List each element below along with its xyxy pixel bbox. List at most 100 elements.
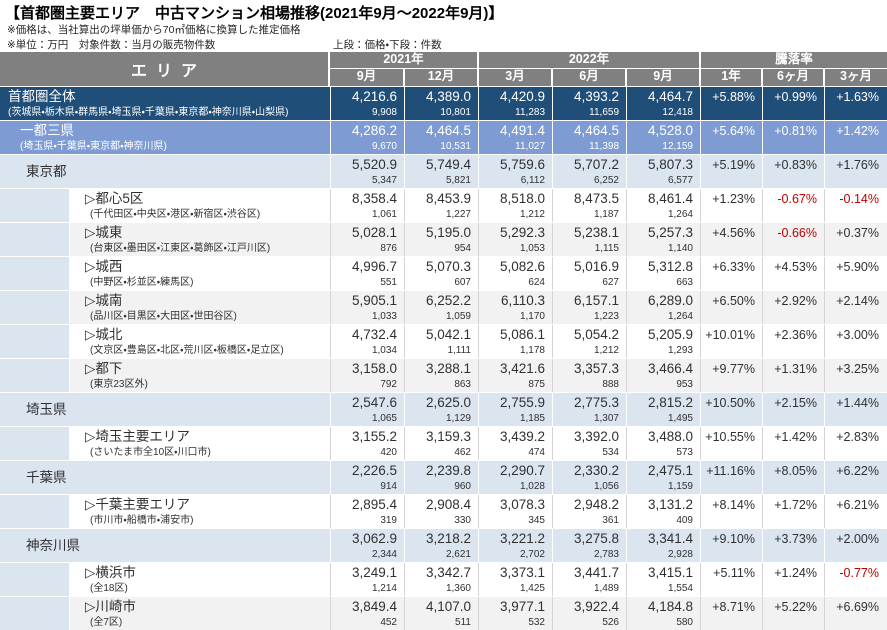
count-value: 663 (676, 277, 693, 288)
area-cell: ▷千葉主要エリア (市川市・船橋市・浦安市) (0, 495, 330, 528)
table-row: ▷都心5区 (千代田区・中央区・港区・新宿区・渋谷区) 8,358.4 1,061 8,… (0, 188, 887, 222)
price-value: 3,849.4 (351, 599, 397, 614)
count-value: 1,170 (519, 311, 545, 322)
month-cell: 5,054.2 1,212 (552, 325, 626, 358)
area-label: ▷城西 (中野区・杉並区・練馬区) (70, 257, 330, 290)
price-value: 2,908.4 (425, 497, 471, 512)
count-value: 1,140 (667, 243, 693, 254)
count-value: 462 (454, 447, 471, 458)
month-cell: 6,289.0 1,264 (626, 291, 700, 324)
table-row: ▷都下 (東京23区外) 3,158.0 792 3,288.1 863 3,421.6 87… (0, 358, 887, 392)
area-name: ▷千葉主要エリア (85, 497, 190, 512)
month-cell: 5,028.1 876 (330, 223, 404, 256)
area-label: 埼玉県 (0, 393, 330, 426)
rate-value: +4.53% (762, 257, 824, 290)
rate-value: +5.90% (824, 257, 886, 290)
price-value: 5,749.4 (425, 157, 471, 172)
price-value: 5,759.6 (499, 157, 545, 172)
price-value: 3,062.9 (351, 531, 397, 546)
count-value: 1,223 (593, 311, 619, 322)
area-name: ▷埼玉主要エリア (85, 429, 190, 444)
count-value: 2,928 (667, 549, 693, 560)
month-cell: 5,195.0 954 (404, 223, 478, 256)
column-header-rate-1y: 1年 (701, 69, 763, 86)
prefecture-band (0, 291, 70, 324)
count-value: 627 (602, 277, 619, 288)
month-cell: 2,239.8 960 (404, 461, 478, 494)
count-value: 914 (380, 481, 397, 492)
count-value: 624 (528, 277, 545, 288)
price-value: 2,330.2 (573, 463, 619, 478)
price-value: 3,155.2 (351, 429, 397, 444)
note-row-legend: 上段：価格・下段：件数 (333, 39, 442, 51)
area-name: ▷都下 (85, 361, 123, 376)
price-value: 5,082.6 (499, 259, 545, 274)
year-group-2021: 2021年 (330, 52, 479, 69)
count-value: 1,360 (445, 583, 471, 594)
rate-value: +2.83% (824, 427, 886, 460)
count-value: 10,531 (440, 141, 471, 152)
rate-value: +1.23% (700, 189, 762, 222)
rate-value: +2.92% (762, 291, 824, 324)
month-cell: 3,249.1 1,214 (330, 563, 404, 596)
count-value: 1,227 (445, 209, 471, 220)
rate-value: +9.77% (700, 359, 762, 392)
count-value: 1,185 (519, 413, 545, 424)
rate-value: +10.55% (700, 427, 762, 460)
table-row: ▷千葉主要エリア (市川市・船橋市・浦安市) 2,895.4 319 2,908.4 33… (0, 494, 887, 528)
area-name: 埼玉県 (26, 402, 67, 417)
month-cell: 3,415.1 1,554 (626, 563, 700, 596)
count-value: 1,053 (519, 243, 545, 254)
rate-value: +4.56% (700, 223, 762, 256)
column-header-rate-6m: 6ヶ月 (763, 69, 825, 86)
rate-value: +0.81% (762, 121, 824, 154)
price-value: 3,421.6 (499, 361, 545, 376)
table-row: 神奈川県 3,062.9 2,344 3,218.2 2,621 3,221.2 2,702… (0, 528, 887, 562)
price-value: 5,195.0 (425, 225, 471, 240)
price-value: 6,157.1 (573, 293, 619, 308)
price-value: 8,461.4 (647, 191, 693, 206)
area-name: 千葉県 (26, 470, 67, 485)
area-name: ▷都心5区 (85, 191, 144, 206)
month-cell: 3,466.4 953 (626, 359, 700, 392)
area-name: 一都三県 (20, 123, 74, 138)
price-value: 4,393.2 (573, 89, 619, 104)
month-cell: 4,464.5 10,531 (404, 121, 478, 154)
price-value: 3,249.1 (351, 565, 397, 580)
count-value: 1,489 (593, 583, 619, 594)
count-value: 573 (676, 447, 693, 458)
month-cell: 4,184.8 580 (626, 597, 700, 630)
price-value: 6,289.0 (647, 293, 693, 308)
column-header-2022-03: 3月 (479, 69, 553, 86)
rate-value: +3.00% (824, 325, 886, 358)
price-value: 5,205.9 (647, 327, 693, 342)
price-value: 2,290.7 (499, 463, 545, 478)
area-cell: ▷都下 (東京23区外) (0, 359, 330, 392)
table-row: 一都三県 (埼玉県・千葉県・東京都・神奈川県) 4,286.2 9,670 4,464.… (0, 120, 887, 154)
count-value: 1,033 (371, 311, 397, 322)
price-value: 5,016.9 (573, 259, 619, 274)
area-label: ▷城東 (台東区・墨田区・江東区・葛飾区・江戸川区) (70, 223, 330, 256)
area-description: (全7区) (90, 617, 123, 628)
area-label: 一都三県 (埼玉県・千葉県・東京都・神奈川県) (0, 121, 330, 154)
month-cell: 5,082.6 624 (478, 257, 552, 290)
rate-value: +0.99% (762, 87, 824, 120)
count-value: 12,159 (662, 141, 693, 152)
price-value: 5,807.3 (647, 157, 693, 172)
area-label: ▷埼玉主要エリア (さいたま市全10区・川口市) (70, 427, 330, 460)
price-value: 5,086.1 (499, 327, 545, 342)
month-cell: 4,464.5 11,398 (552, 121, 626, 154)
rate-value: +1.72% (762, 495, 824, 528)
month-cell: 2,625.0 1,129 (404, 393, 478, 426)
month-cell: 5,086.1 1,178 (478, 325, 552, 358)
count-value: 6,112 (520, 175, 545, 186)
area-description: (中野区・杉並区・練馬区) (90, 277, 194, 288)
area-cell: ▷城北 (文京区・豊島区・北区・荒川区・板橋区・足立区) (0, 325, 330, 358)
price-value: 8,518.0 (499, 191, 545, 206)
area-name: 東京都 (26, 164, 67, 179)
count-value: 452 (380, 617, 397, 628)
area-name: ▷城北 (85, 327, 123, 342)
area-description: (市川市・船橋市・浦安市) (90, 515, 194, 526)
count-value: 11,283 (515, 107, 545, 118)
area-name: ▷川崎市 (85, 599, 136, 614)
